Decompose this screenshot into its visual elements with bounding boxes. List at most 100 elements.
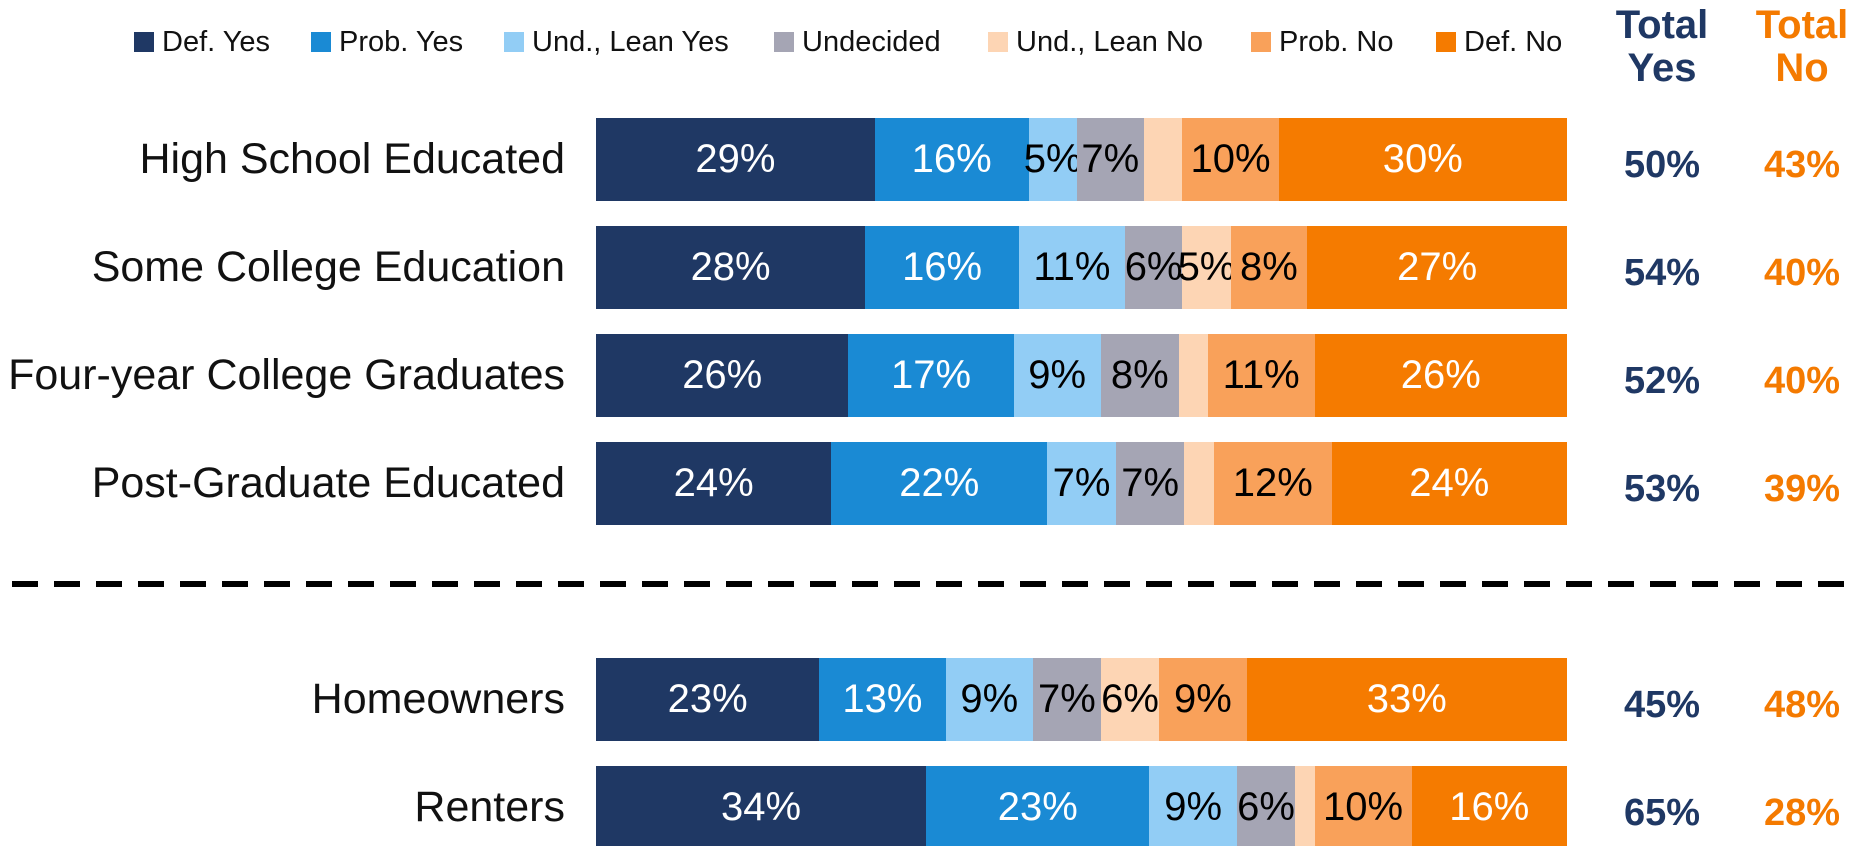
bar-segment: 7% bbox=[1032, 657, 1101, 741]
legend-swatch bbox=[1436, 32, 1456, 52]
total-value: 50% bbox=[1623, 144, 1701, 186]
bar-segment bbox=[1178, 333, 1208, 417]
value-label: 16% bbox=[902, 244, 983, 289]
bar-segment: 28% bbox=[596, 225, 866, 309]
bar-segment: 29% bbox=[596, 117, 875, 201]
value-label: 16% bbox=[1449, 784, 1530, 829]
value-label: 29% bbox=[695, 136, 776, 181]
value-label: 9% bbox=[1164, 784, 1223, 829]
bar-segment: 24% bbox=[596, 441, 832, 525]
legend-swatch bbox=[504, 32, 524, 52]
value-label: 23% bbox=[667, 676, 748, 721]
value-label: 5% bbox=[1023, 136, 1082, 181]
legend-label: Prob. No bbox=[1279, 26, 1394, 58]
value-label: 7% bbox=[1121, 460, 1180, 505]
value-label: 9% bbox=[960, 676, 1019, 721]
value-label: 26% bbox=[682, 352, 763, 397]
legend-label: Und., Lean No bbox=[1016, 26, 1204, 58]
bar-segment: 23% bbox=[596, 657, 820, 741]
value-label: 34% bbox=[721, 784, 802, 829]
total-value: 28% bbox=[1763, 792, 1841, 834]
bar-segment bbox=[1184, 441, 1214, 525]
bar-segment: 6% bbox=[1124, 225, 1183, 309]
legend-swatch bbox=[988, 32, 1008, 52]
bar-segment: 8% bbox=[1100, 333, 1179, 417]
total-header: Total No bbox=[1755, 3, 1849, 90]
value-label: 10% bbox=[1323, 784, 1404, 829]
bar-segment: 26% bbox=[596, 333, 849, 417]
legend-label: Def. No bbox=[1464, 26, 1563, 58]
bar-segment: 16% bbox=[1411, 765, 1567, 846]
bar-segment: 9% bbox=[1149, 765, 1237, 846]
value-label: 12% bbox=[1232, 460, 1313, 505]
total-value: 39% bbox=[1763, 468, 1841, 510]
bar-segment: 26% bbox=[1314, 333, 1567, 417]
bar-segment: 9% bbox=[1013, 333, 1101, 417]
total-value: 65% bbox=[1623, 792, 1701, 834]
value-label: 24% bbox=[673, 460, 754, 505]
category-label: Some College Education bbox=[91, 243, 565, 291]
legend-label: Und., Lean Yes bbox=[532, 26, 729, 58]
legend-label: Prob. Yes bbox=[339, 26, 464, 58]
bar-segment: 16% bbox=[874, 117, 1029, 201]
bar-segment bbox=[1295, 765, 1315, 846]
value-label: 28% bbox=[690, 244, 771, 289]
total-header: Total Yes bbox=[1615, 3, 1709, 90]
legend-label: Def. Yes bbox=[162, 26, 271, 58]
bar-segment: 34% bbox=[596, 765, 927, 846]
value-label: 27% bbox=[1397, 244, 1478, 289]
bar-segment: 8% bbox=[1230, 225, 1308, 309]
value-label: 9% bbox=[1173, 676, 1232, 721]
bar-segment: 13% bbox=[819, 657, 946, 741]
value-label: 23% bbox=[997, 784, 1078, 829]
category-label: Four-year College Graduates bbox=[8, 351, 565, 399]
value-label: 6% bbox=[1101, 676, 1159, 721]
value-label: 16% bbox=[911, 136, 992, 181]
value-label: 5% bbox=[1177, 244, 1236, 289]
total-value: 53% bbox=[1623, 468, 1701, 510]
value-label: 10% bbox=[1190, 136, 1271, 181]
bar-segment: 16% bbox=[865, 225, 1019, 309]
bar-segment: 6% bbox=[1100, 657, 1160, 741]
bar-segment: 30% bbox=[1278, 117, 1567, 201]
legend-swatch bbox=[311, 32, 331, 52]
value-label: 17% bbox=[890, 352, 972, 397]
category-label: Renters bbox=[414, 783, 565, 831]
legend-label: Undecided bbox=[802, 26, 941, 58]
value-label: 7% bbox=[1052, 460, 1111, 505]
bar-segment: 11% bbox=[1207, 333, 1315, 417]
value-label: 7% bbox=[1081, 136, 1140, 181]
category-label: High School Educated bbox=[139, 135, 565, 183]
bar-segment: 5% bbox=[1178, 225, 1235, 309]
legend-swatch bbox=[134, 32, 154, 52]
total-value: 52% bbox=[1623, 360, 1701, 402]
bar-segment: 9% bbox=[1159, 657, 1247, 741]
total-value: 40% bbox=[1763, 360, 1841, 402]
bar-segment: 7% bbox=[1076, 117, 1144, 201]
value-label: 30% bbox=[1382, 136, 1463, 181]
bar-segment: 5% bbox=[1024, 117, 1082, 201]
bar-segment: 10% bbox=[1182, 117, 1279, 201]
value-label: 11% bbox=[1222, 352, 1300, 397]
bar-segment: 9% bbox=[945, 657, 1033, 741]
bar-segment: 11% bbox=[1019, 225, 1125, 309]
legend-swatch bbox=[1251, 32, 1271, 52]
bar-segment: 24% bbox=[1331, 441, 1567, 525]
value-label: 8% bbox=[1110, 352, 1169, 397]
value-label: 26% bbox=[1400, 352, 1481, 397]
bar-segment: 12% bbox=[1213, 441, 1332, 525]
bar-segment: 7% bbox=[1115, 441, 1185, 525]
bar-segment: 10% bbox=[1314, 765, 1412, 846]
value-label: 24% bbox=[1409, 460, 1490, 505]
bar-segment: 22% bbox=[831, 441, 1048, 525]
value-label: 6% bbox=[1124, 244, 1183, 289]
category-label: Homeowners bbox=[311, 675, 565, 723]
legend-swatch bbox=[774, 32, 794, 52]
bar-segment: 7% bbox=[1047, 441, 1116, 525]
value-label: 9% bbox=[1028, 352, 1087, 397]
value-label: 13% bbox=[842, 676, 923, 721]
value-label: 33% bbox=[1366, 676, 1447, 721]
value-label: 7% bbox=[1038, 676, 1096, 721]
total-value: 40% bbox=[1763, 252, 1841, 294]
